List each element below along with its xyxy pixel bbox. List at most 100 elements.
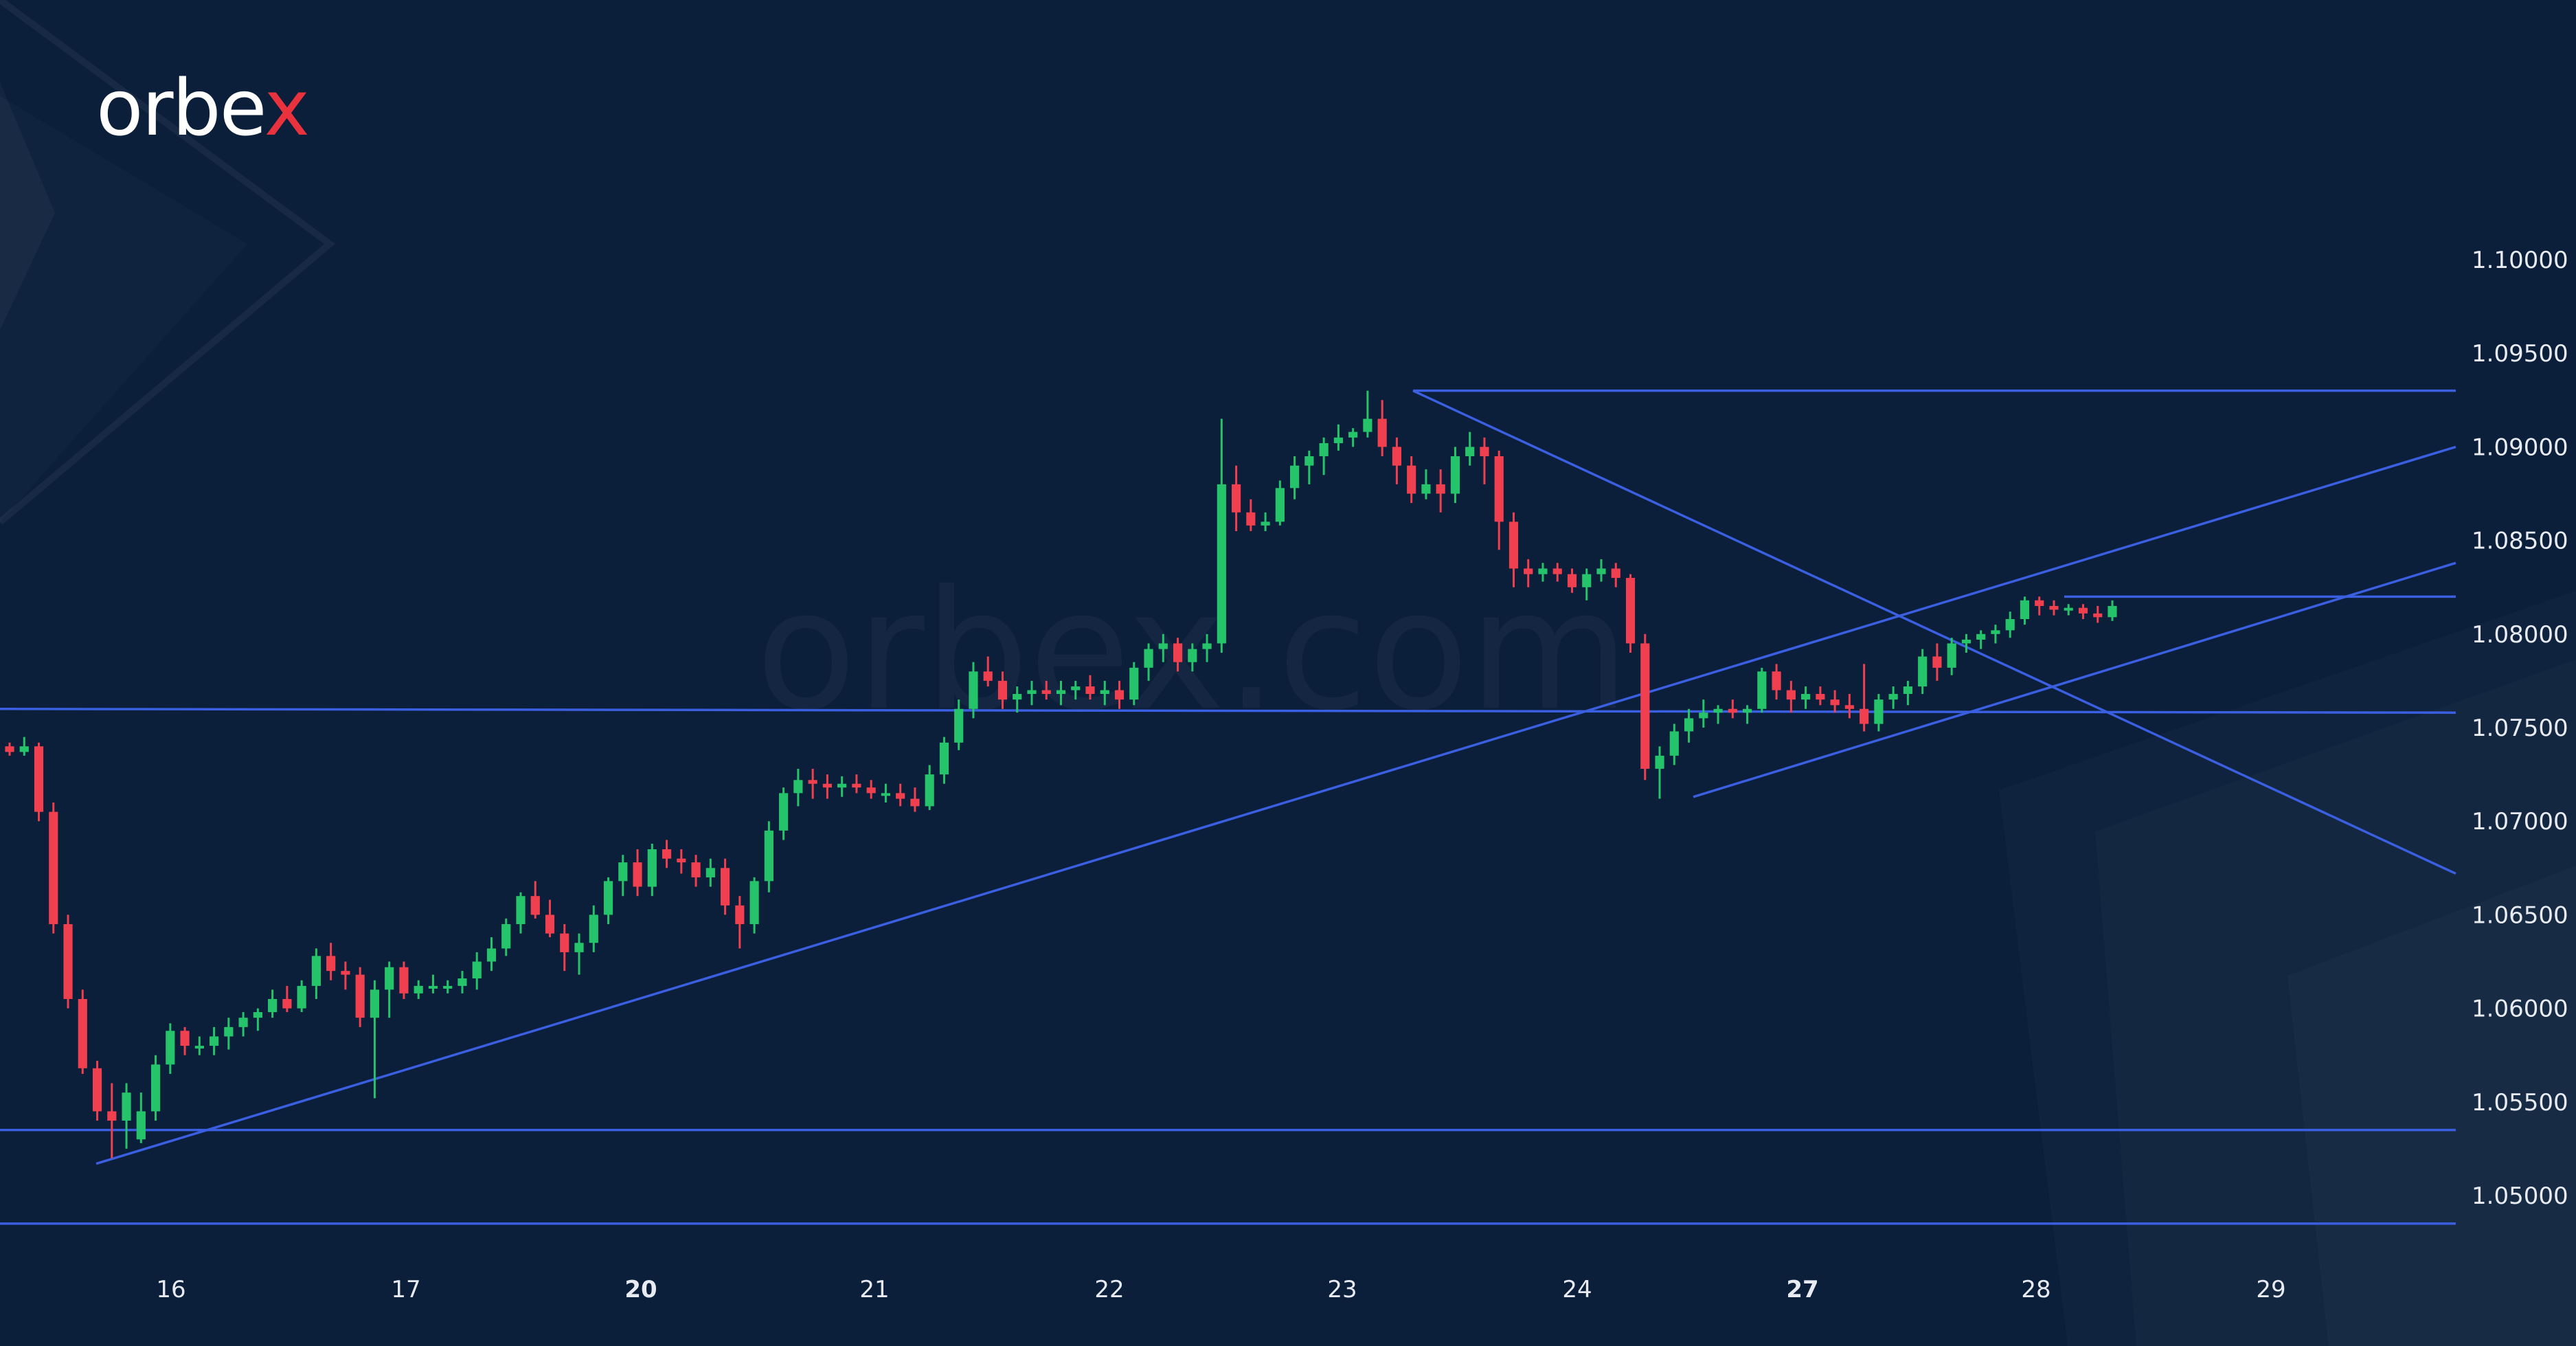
y-tick-label: 1.09500 <box>2472 340 2568 368</box>
candle <box>457 971 467 994</box>
candle <box>414 980 423 999</box>
candle <box>2064 604 2073 616</box>
candle <box>1013 686 1022 713</box>
candle <box>1465 431 1475 466</box>
price-axis: 1.10000 1.09500 1.09000 1.08500 1.08000 1.075… <box>2472 247 2568 1210</box>
candle <box>1947 638 1956 675</box>
candle <box>107 1083 117 1158</box>
y-tick-label: 1.10000 <box>2472 247 2568 274</box>
candle <box>501 918 511 956</box>
candle <box>1961 633 1971 653</box>
candle <box>983 656 993 687</box>
candle <box>1772 664 1781 700</box>
candle <box>662 840 672 868</box>
candle <box>1333 424 1343 451</box>
logo-text: orbe <box>96 64 264 153</box>
candle <box>822 774 832 799</box>
candle <box>2108 600 2117 621</box>
candle <box>1392 437 1401 484</box>
candle <box>705 858 715 887</box>
y-tick-label: 1.05500 <box>2472 1089 2568 1117</box>
candle <box>1027 680 1037 706</box>
candle <box>866 780 876 799</box>
candle <box>954 699 964 750</box>
candle <box>1816 686 1825 706</box>
candle <box>1217 418 1226 653</box>
candle <box>385 961 394 1018</box>
candle <box>194 1036 204 1055</box>
candle <box>2078 604 2088 620</box>
candle <box>1188 643 1197 672</box>
candle <box>1421 469 1431 500</box>
candle <box>735 896 745 949</box>
candle <box>589 905 598 952</box>
candle <box>1129 662 1139 706</box>
candle <box>1538 563 1548 582</box>
candle <box>1742 705 1752 724</box>
candle <box>1860 664 1869 732</box>
candle <box>1830 690 1840 713</box>
y-tick-label: 1.08000 <box>2472 621 2568 649</box>
candle <box>1640 633 1650 781</box>
candle <box>939 737 949 784</box>
candle <box>150 1055 161 1121</box>
candle <box>1348 428 1358 447</box>
candle <box>1801 686 1811 709</box>
candle <box>1567 568 1577 593</box>
candle <box>1699 699 1708 728</box>
candle <box>2020 596 2030 625</box>
level-1.076-line[interactable] <box>0 708 2456 714</box>
y-tick-label: 1.06500 <box>2472 901 2568 929</box>
candle <box>1903 680 1912 706</box>
trend-lines <box>0 389 2456 1225</box>
candle <box>486 937 497 972</box>
candle <box>969 662 978 719</box>
candle <box>472 952 482 990</box>
channel-lower-line[interactable] <box>1693 561 2456 798</box>
candle <box>1611 563 1620 587</box>
y-tick-label: 1.05000 <box>2472 1182 2568 1210</box>
candle <box>1363 390 1372 438</box>
candle <box>1450 447 1460 504</box>
x-tick-label: 27 <box>1786 1276 1818 1303</box>
candle <box>1261 512 1270 531</box>
candle <box>764 821 773 893</box>
candle <box>1290 456 1300 500</box>
candle <box>1071 680 1081 700</box>
candle <box>1407 456 1416 504</box>
x-tick-label: 29 <box>2256 1276 2285 1303</box>
candle <box>1304 450 1314 484</box>
candle <box>997 671 1008 709</box>
candle <box>1625 574 1636 653</box>
candle <box>793 768 803 807</box>
candle <box>1976 630 1986 649</box>
support-uptrend-line[interactable] <box>95 445 2456 1165</box>
candle <box>1918 649 1928 694</box>
candle <box>1524 559 1533 587</box>
candle <box>2093 605 2103 623</box>
candle <box>180 1027 190 1055</box>
candle <box>1888 686 1898 709</box>
candle <box>560 924 569 972</box>
x-tick-label: 24 <box>1562 1276 1592 1303</box>
candle <box>92 1060 102 1121</box>
downtrend-from-peak-line[interactable] <box>1412 390 2456 875</box>
candle <box>1552 563 1562 582</box>
candle <box>647 843 657 897</box>
y-tick-label: 1.06000 <box>2472 996 2568 1023</box>
candle <box>136 1092 146 1143</box>
x-tick-label: 17 <box>391 1276 420 1303</box>
candle <box>5 742 14 756</box>
candle <box>1158 633 1168 662</box>
candle <box>1582 568 1592 601</box>
candle <box>691 855 701 887</box>
candle <box>2049 600 2059 616</box>
candle <box>1713 705 1723 724</box>
candle <box>516 892 526 934</box>
candle <box>1844 693 1854 719</box>
candle <box>896 783 905 807</box>
